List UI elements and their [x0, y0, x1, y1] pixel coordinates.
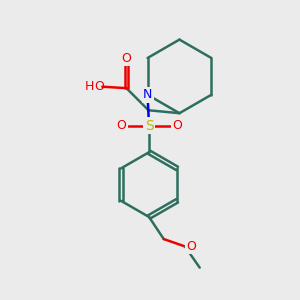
Text: O: O — [116, 119, 126, 132]
Text: O: O — [187, 240, 196, 253]
Text: N: N — [143, 88, 152, 101]
Text: H: H — [85, 80, 94, 93]
Text: S: S — [145, 119, 153, 133]
Text: O: O — [172, 119, 182, 132]
Text: O: O — [122, 52, 131, 65]
Text: O: O — [94, 80, 104, 93]
